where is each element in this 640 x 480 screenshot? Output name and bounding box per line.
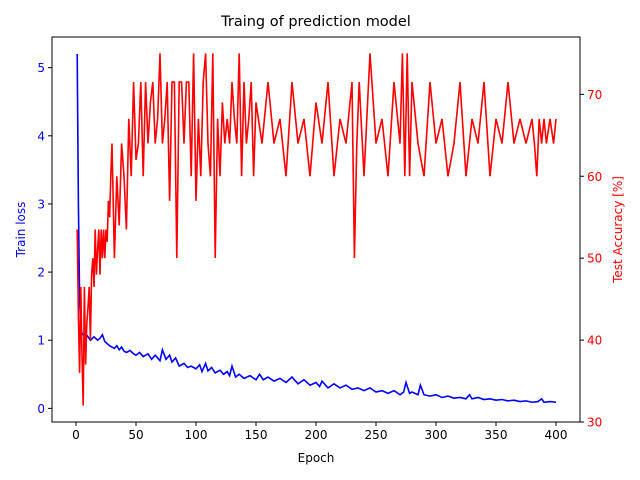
y-left-tick-label: 5: [37, 61, 45, 75]
x-tick-label: 400: [545, 428, 568, 442]
y-axis-right: 30 40 50 60 70: [580, 88, 602, 430]
x-tick-label: 0: [72, 428, 80, 442]
y-left-tick-label: 0: [37, 402, 45, 416]
y-right-tick-label: 30: [587, 416, 602, 430]
chart-title: Traing of prediction model: [220, 14, 411, 30]
x-tick-label: 150: [245, 428, 268, 442]
y-right-tick-label: 60: [587, 170, 602, 184]
y-left-tick-label: 4: [37, 129, 45, 143]
x-tick-label: 100: [185, 428, 208, 442]
x-axis: 0 50 100 150 200 250 300 350 400: [72, 422, 567, 442]
y-left-tick-label: 2: [37, 266, 45, 280]
x-tick-label: 200: [305, 428, 328, 442]
train-loss-line: [76, 54, 557, 404]
x-tick-label: 50: [128, 428, 143, 442]
y-axis-left: 0 1 2 3 4 5: [37, 61, 52, 416]
test-accuracy-line: [76, 53, 557, 406]
x-tick-label: 250: [365, 428, 388, 442]
y-right-tick-label: 70: [587, 88, 602, 102]
x-tick-label: 350: [485, 428, 508, 442]
y-axis-right-label: Test Accuracy [%]: [611, 176, 625, 284]
x-axis-label: Epoch: [298, 451, 335, 465]
y-right-tick-label: 40: [587, 334, 602, 348]
y-right-tick-label: 50: [587, 252, 602, 266]
x-tick-label: 300: [425, 428, 448, 442]
y-left-tick-label: 1: [37, 334, 45, 348]
y-left-tick-label: 3: [37, 197, 45, 211]
y-axis-left-label: Train loss: [14, 202, 28, 259]
